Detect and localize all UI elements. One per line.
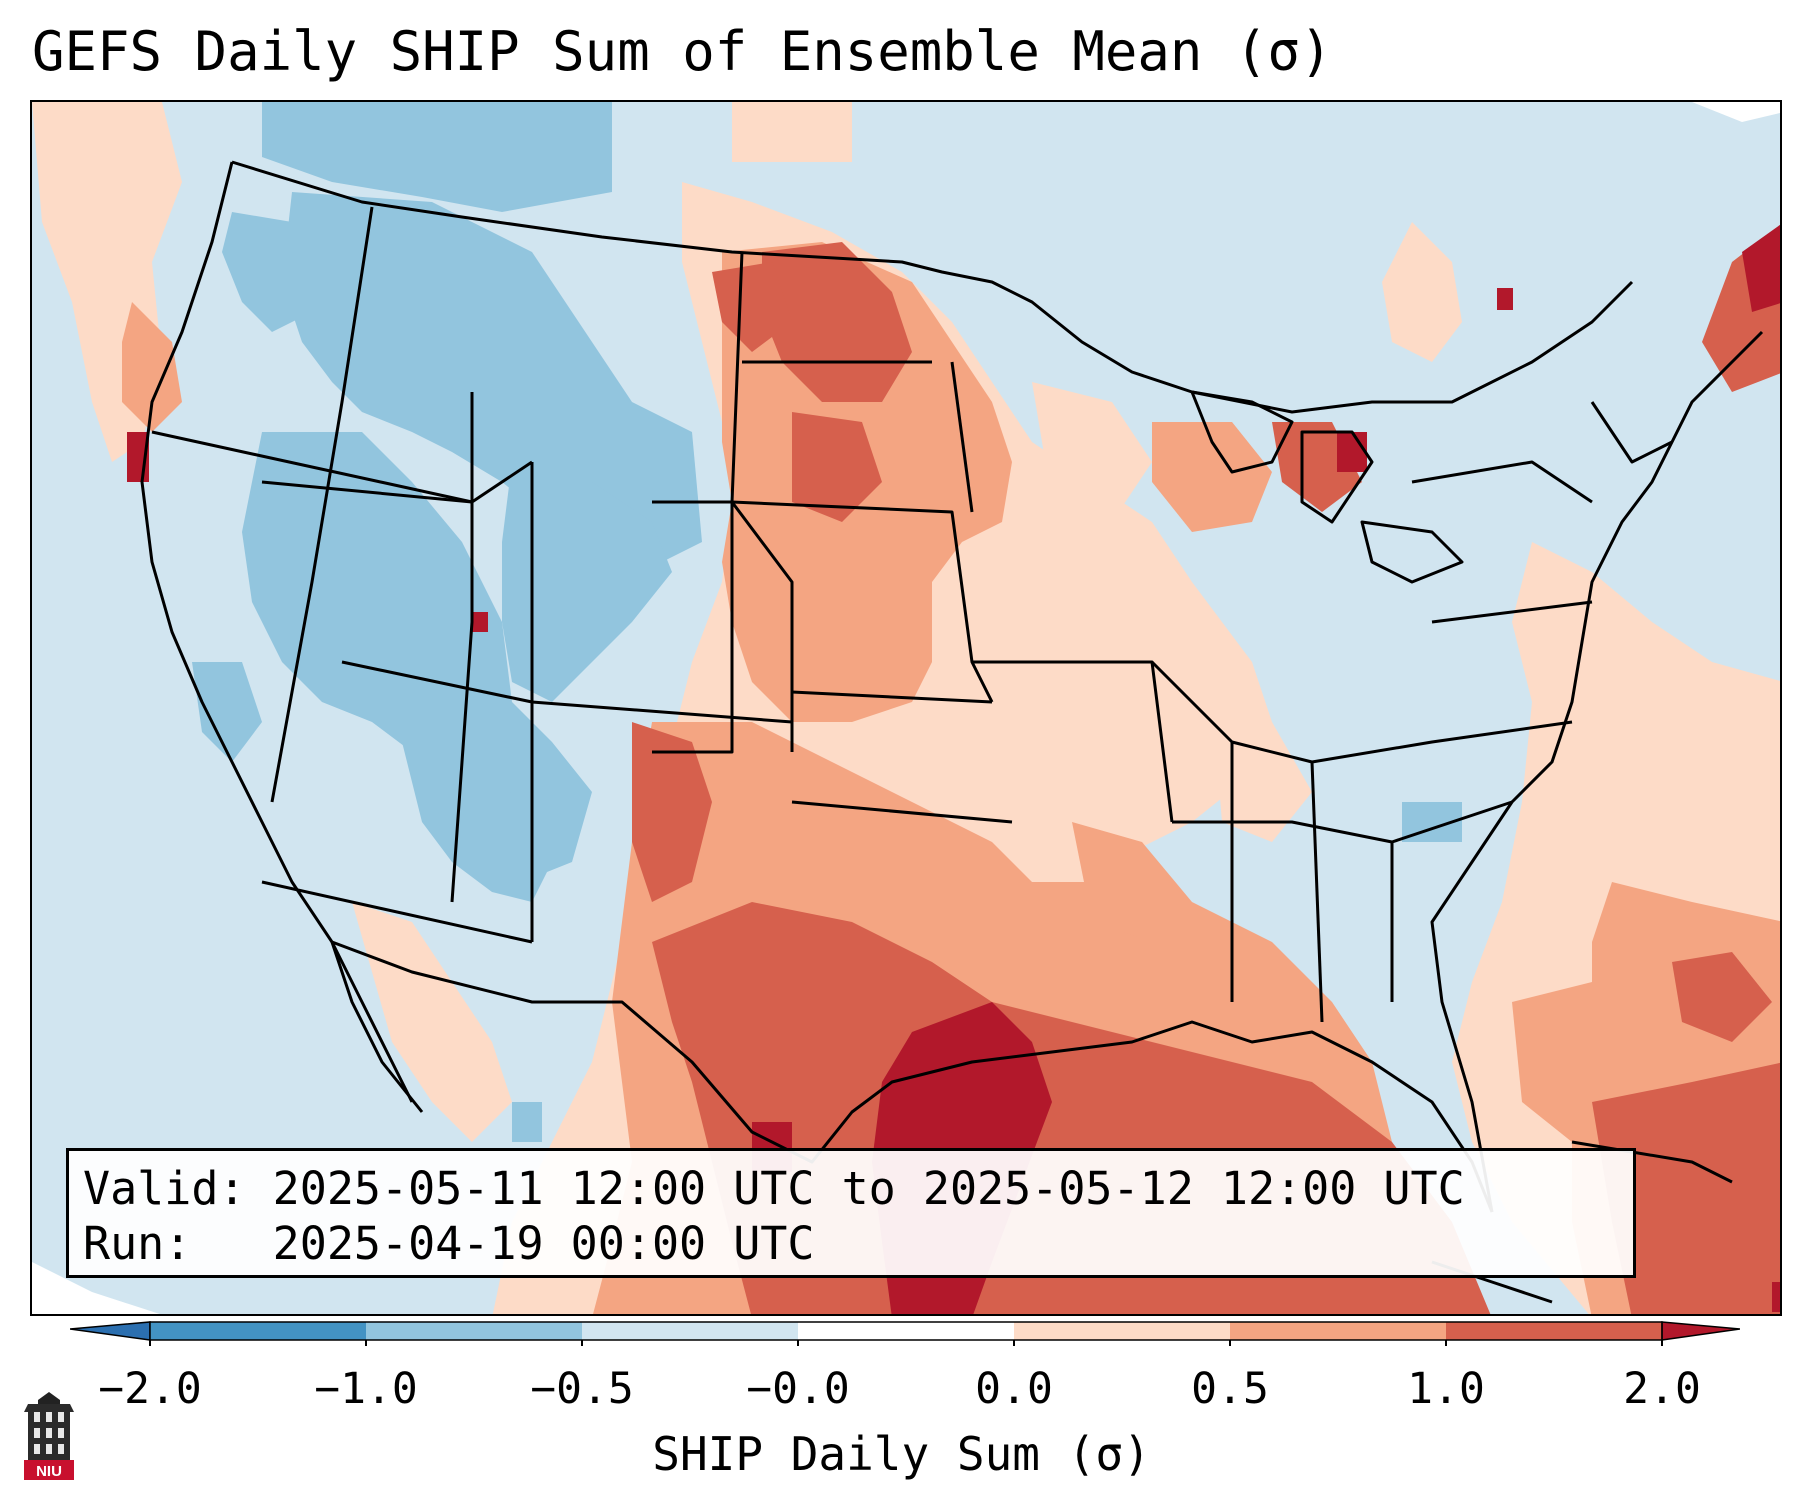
colorbar-seg-blue-dark xyxy=(150,1322,366,1340)
valid-run-info-box: Valid: 2025-05-11 12:00 UTC to 2025-05-1… xyxy=(66,1148,1636,1278)
valid-time-text: Valid: 2025-05-11 12:00 UTC to 2025-05-1… xyxy=(83,1162,1465,1215)
niu-logo-icon: NIU xyxy=(24,1392,74,1480)
colorbar-tick-label: −0.5 xyxy=(530,1364,634,1414)
projection-edge xyxy=(32,102,1780,1314)
colorbar-seg-blue-light xyxy=(582,1322,798,1340)
colorbar-tick-label: 0.0 xyxy=(975,1364,1053,1414)
colorbar-seg-red-light xyxy=(1014,1322,1230,1340)
colorbar-seg-red-mid xyxy=(1230,1322,1446,1340)
niu-logo-text: NIU xyxy=(36,1463,62,1480)
chart-title: GEFS Daily SHIP Sum of Ensemble Mean (σ) xyxy=(32,20,1333,83)
colorbar-seg-red-dark xyxy=(1446,1322,1662,1340)
colorbar-extend-high xyxy=(1661,1321,1740,1341)
colorbar-tick-label: 0.5 xyxy=(1191,1364,1269,1414)
colorbar-tick-label: −0.0 xyxy=(746,1364,850,1414)
colorbar-tick-label: 2.0 xyxy=(1623,1364,1701,1414)
run-time-text: Run: 2025-04-19 00:00 UTC xyxy=(83,1217,815,1270)
colorbar-extend-low xyxy=(70,1321,151,1341)
colorbar-label: SHIP Daily Sum (σ) xyxy=(652,1427,1151,1481)
colorbar-tick-label: −2.0 xyxy=(98,1364,202,1414)
coastlines-and-borders xyxy=(140,160,1764,1304)
colorbar xyxy=(70,1321,1740,1346)
colorbar-tick-label: −1.0 xyxy=(314,1364,418,1414)
map-area xyxy=(30,100,1782,1316)
colorbar-tick-label: 1.0 xyxy=(1407,1364,1485,1414)
colorbar-seg-neutral xyxy=(798,1322,1014,1340)
colorbar-seg-blue-mid xyxy=(366,1322,582,1340)
